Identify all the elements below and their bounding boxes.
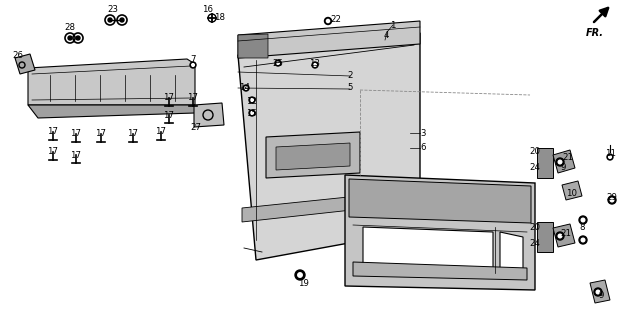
Circle shape	[556, 232, 564, 240]
Text: 17: 17	[47, 128, 58, 136]
Circle shape	[581, 218, 585, 222]
Text: 17: 17	[70, 129, 81, 139]
Polygon shape	[28, 105, 195, 118]
Text: 20: 20	[529, 147, 541, 157]
Polygon shape	[590, 280, 610, 303]
Text: 18: 18	[214, 14, 225, 22]
Circle shape	[251, 112, 253, 114]
Polygon shape	[537, 148, 553, 178]
Polygon shape	[238, 21, 420, 58]
Text: 12: 12	[246, 98, 257, 106]
Text: 9: 9	[598, 290, 604, 300]
Text: 1: 1	[390, 20, 396, 30]
Circle shape	[108, 18, 112, 22]
Circle shape	[275, 60, 281, 66]
Text: 11: 11	[605, 148, 616, 158]
Text: 21: 21	[563, 152, 573, 162]
Polygon shape	[553, 224, 575, 247]
Text: 22: 22	[330, 14, 342, 24]
Text: 9: 9	[560, 163, 566, 173]
Text: 17: 17	[127, 129, 138, 139]
Circle shape	[68, 36, 72, 40]
Text: 28: 28	[65, 24, 76, 32]
Circle shape	[314, 64, 316, 66]
Polygon shape	[353, 262, 527, 280]
Polygon shape	[194, 103, 224, 127]
Circle shape	[295, 270, 305, 280]
Polygon shape	[238, 33, 420, 260]
Text: 24: 24	[529, 238, 541, 248]
Text: 23: 23	[108, 5, 118, 14]
Polygon shape	[349, 179, 531, 223]
Text: 24: 24	[529, 163, 541, 173]
Text: 17: 17	[47, 147, 58, 157]
Circle shape	[191, 64, 195, 66]
Circle shape	[249, 97, 255, 103]
Circle shape	[249, 110, 255, 116]
Text: 14: 14	[239, 83, 250, 93]
Polygon shape	[500, 232, 523, 273]
Circle shape	[581, 238, 585, 242]
Circle shape	[579, 216, 587, 224]
Text: 5: 5	[348, 83, 353, 93]
Circle shape	[251, 99, 253, 101]
Polygon shape	[242, 190, 416, 222]
Text: 17: 17	[70, 152, 81, 161]
Circle shape	[556, 158, 564, 166]
Polygon shape	[266, 132, 360, 178]
Text: 29: 29	[607, 193, 618, 203]
Text: 15: 15	[246, 108, 257, 117]
Text: 10: 10	[566, 188, 577, 198]
Polygon shape	[553, 150, 575, 173]
Circle shape	[608, 196, 616, 204]
Text: 13: 13	[310, 59, 321, 67]
Circle shape	[558, 234, 562, 238]
Polygon shape	[537, 222, 553, 252]
Circle shape	[243, 85, 249, 91]
Text: 17: 17	[156, 128, 166, 136]
Text: 16: 16	[202, 5, 214, 14]
Circle shape	[190, 62, 196, 68]
Circle shape	[276, 62, 279, 64]
Polygon shape	[562, 181, 582, 200]
Text: 26: 26	[13, 50, 24, 60]
Circle shape	[610, 198, 614, 202]
Text: 21: 21	[561, 228, 572, 238]
Text: 2: 2	[348, 71, 353, 79]
Circle shape	[120, 18, 124, 22]
Text: 4: 4	[383, 31, 388, 39]
Polygon shape	[238, 34, 268, 58]
Text: 20: 20	[529, 224, 541, 232]
Circle shape	[326, 20, 330, 23]
Polygon shape	[276, 143, 350, 170]
Text: FR.: FR.	[586, 28, 604, 38]
Polygon shape	[345, 175, 535, 290]
Circle shape	[76, 36, 80, 40]
Text: 7: 7	[190, 55, 196, 65]
Circle shape	[609, 156, 611, 158]
Circle shape	[558, 160, 562, 164]
Circle shape	[594, 288, 602, 296]
Text: 25: 25	[273, 59, 284, 67]
Circle shape	[324, 18, 332, 25]
Circle shape	[596, 290, 600, 294]
Polygon shape	[15, 54, 35, 74]
Text: 19: 19	[298, 278, 308, 288]
Text: 6: 6	[420, 144, 426, 152]
Text: 17: 17	[188, 94, 198, 102]
Polygon shape	[363, 227, 493, 273]
Circle shape	[312, 62, 318, 68]
Text: 8: 8	[579, 224, 585, 232]
Circle shape	[298, 273, 302, 277]
Text: 3: 3	[420, 129, 426, 138]
Text: 27: 27	[191, 123, 202, 133]
Text: 17: 17	[163, 94, 175, 102]
Text: 17: 17	[95, 129, 106, 139]
Circle shape	[244, 87, 247, 89]
Circle shape	[607, 154, 613, 160]
Polygon shape	[28, 59, 195, 105]
Text: 17: 17	[163, 111, 175, 119]
Circle shape	[579, 236, 587, 244]
